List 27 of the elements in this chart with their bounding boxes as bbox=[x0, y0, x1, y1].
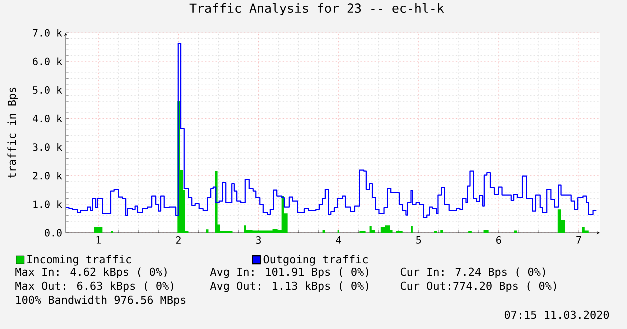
y-tick-label: 2.0 k bbox=[33, 172, 62, 180]
y-tick-label: 7.0 k bbox=[33, 29, 62, 37]
text: Avg In: 101.91 Bps ( 0%) bbox=[210, 268, 368, 278]
text: Max In: 4.62 kBps ( 0%) bbox=[16, 268, 167, 278]
legend-label: Outgoing traffic bbox=[264, 255, 368, 266]
text: Cur In: 7.24 Bps ( 0%) bbox=[400, 268, 546, 278]
x-tick-label: 1 bbox=[96, 236, 101, 244]
y-tick-label: 0.0 bbox=[45, 229, 62, 237]
y-tick-label: 5.0 k bbox=[33, 86, 62, 94]
text: Avg Out: 1.13 kBps ( 0%) bbox=[210, 282, 368, 292]
x-tick-label: 3 bbox=[256, 236, 262, 244]
text: Cur Out:774.20 Bps ( 0%) bbox=[400, 282, 556, 292]
y-axis-title: traffic in Bps bbox=[8, 88, 18, 178]
legend-label: Incoming traffic bbox=[28, 255, 132, 266]
text: 07:15 11.03.2020 bbox=[504, 310, 610, 320]
y-tick-label: 4.0 k bbox=[32, 114, 62, 123]
x-tick-label: 4 bbox=[336, 236, 342, 244]
chart-title: Traffic Analysis for 23 -- ec-hl-k bbox=[190, 3, 444, 16]
text: Max Out: 6.63 kBps ( 0%) bbox=[16, 282, 174, 292]
x-tick-label: 7 bbox=[576, 236, 582, 244]
y-tick-label: 6.0 k bbox=[33, 58, 62, 66]
x-tick-label: 5 bbox=[416, 236, 422, 244]
text: 100% Bandwidth 976.56 MBps bbox=[16, 296, 186, 306]
y-tick-label: 1.0 k bbox=[34, 200, 62, 208]
y-tick-label: 3.0 k bbox=[33, 143, 62, 152]
x-tick-label: 6 bbox=[496, 236, 502, 244]
x-tick-label: 2 bbox=[176, 236, 181, 244]
